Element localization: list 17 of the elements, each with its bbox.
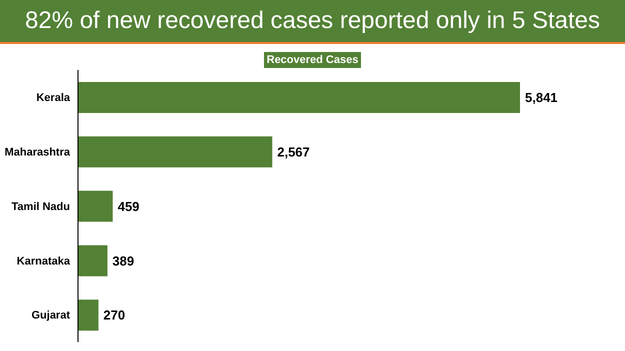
bar [78, 190, 113, 222]
data-label: 270 [103, 308, 126, 323]
chart-subtitle: Recovered Cases [264, 52, 362, 68]
y-tick-label: Tamil Nadu [12, 200, 70, 213]
bar [78, 300, 98, 331]
y-tick-label: Karnataka [16, 255, 71, 268]
bar [78, 136, 272, 168]
y-tick-label: Gujarat [31, 310, 70, 322]
data-label: 2,567 [277, 144, 310, 160]
chart-title: 82% of new recovered cases reported only in 5 States [0, 0, 625, 44]
y-tick-label: Kerala [36, 92, 71, 104]
y-tick-label: Maharashtra [4, 146, 71, 159]
data-label: 389 [112, 253, 134, 268]
data-label: 459 [118, 198, 140, 214]
bar [78, 245, 108, 276]
bar [78, 82, 520, 113]
data-label: 5,841 [525, 90, 558, 106]
